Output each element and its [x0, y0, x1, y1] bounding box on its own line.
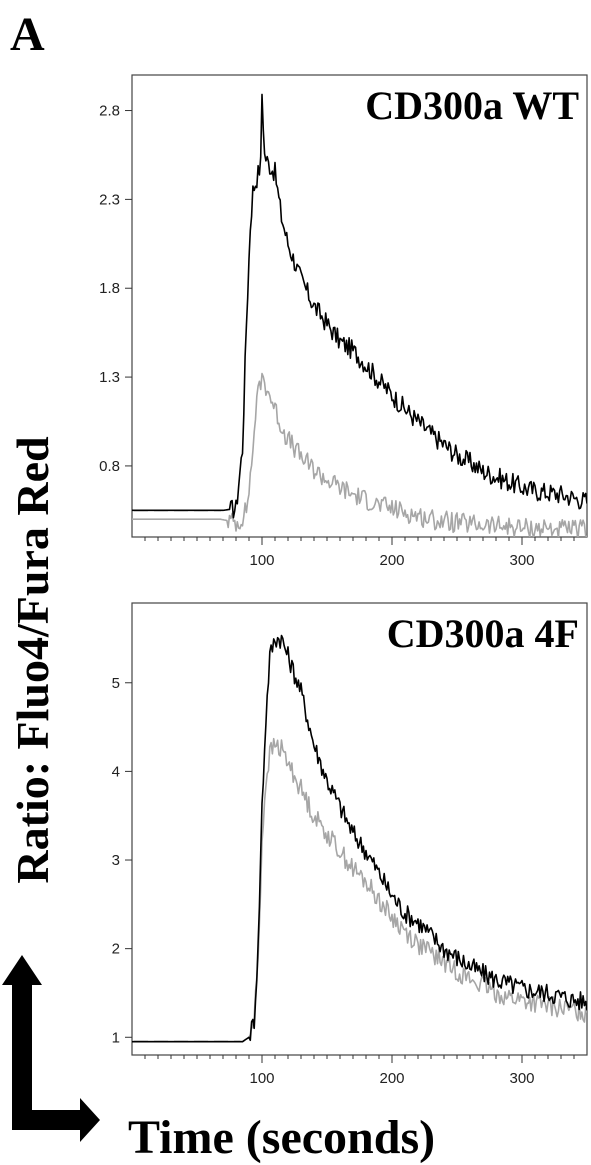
y-tick-label: 1.3 [99, 369, 120, 386]
x-tick-label: 100 [249, 552, 274, 569]
x-tick-label: 100 [249, 1070, 274, 1087]
x-tick-label: 200 [379, 552, 404, 569]
y-tick-label: 1 [112, 1029, 120, 1046]
y-tick-label: 0.8 [99, 458, 120, 475]
chart-title: CD300a WT [365, 83, 579, 128]
x-axis-label: Time (seconds) [128, 1111, 435, 1164]
y-axis-label: Ratio: Fluo4/Fura Red [7, 436, 58, 884]
chart-title: CD300a 4F [387, 611, 579, 656]
panel-letter: A [10, 8, 45, 61]
y-tick-label: 2.8 [99, 103, 120, 120]
y-tick-label: 3 [112, 852, 120, 869]
series-line-gray [132, 372, 587, 537]
chart-panel-cd300a-4f: 100 200 300 1 2 3 4 5 CD300a 4F [112, 602, 588, 1087]
y-tick-label: 4 [112, 763, 120, 780]
y-tick-label: 2.3 [99, 191, 120, 208]
series-line-gray [132, 737, 587, 1043]
x-tick-label: 300 [509, 1070, 534, 1087]
chart-panel-cd300a-wt: 100 200 300 0.8 1.3 1.8 2.3 2.8 CD300a WT [99, 74, 588, 569]
x-tick-label: 200 [379, 1070, 404, 1087]
series-line-black [132, 93, 587, 519]
axis-arrows-icon [2, 955, 100, 1142]
x-tick-label: 300 [509, 552, 534, 569]
plot-frame [131, 74, 588, 538]
y-tick-label: 2 [112, 941, 120, 958]
y-tick-label: 1.8 [99, 280, 120, 297]
plot-frame [131, 602, 588, 1056]
series-line-black [132, 634, 587, 1043]
y-tick-label: 5 [112, 675, 120, 692]
